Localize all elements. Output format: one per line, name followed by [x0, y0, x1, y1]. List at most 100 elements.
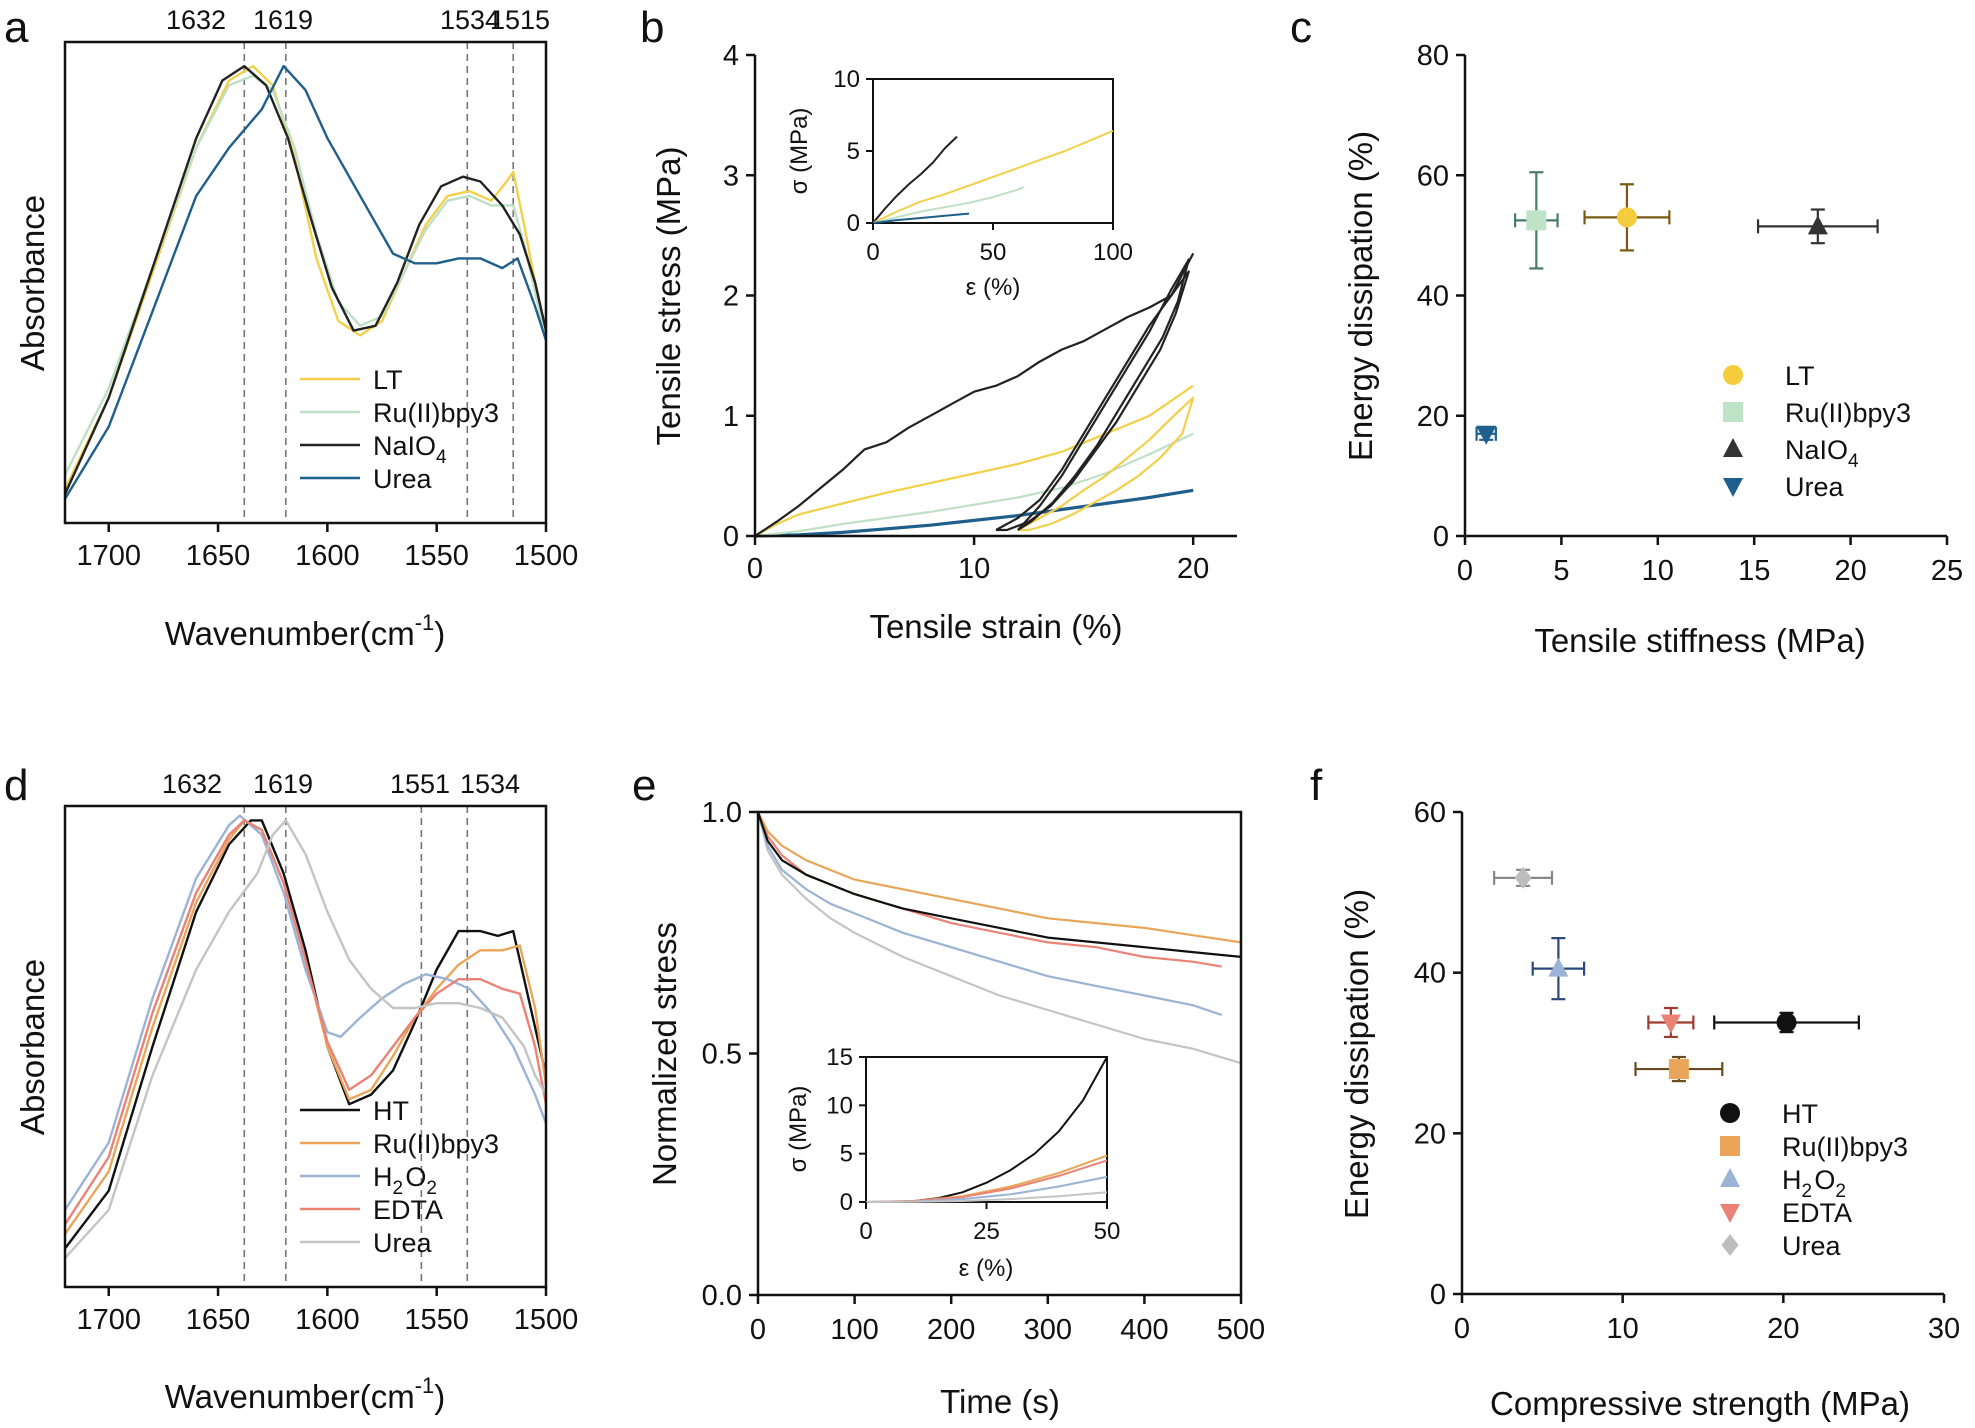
series-ru-ii-bpy3 [63, 74, 548, 476]
y-tick-label: 60 [1417, 160, 1449, 192]
legend-label: HT [373, 1096, 409, 1126]
y-tick-label: 2 [723, 281, 739, 313]
y-tick-label: 40 [1417, 281, 1449, 313]
inset-y-tick-label: 15 [826, 1044, 853, 1071]
panel-a-ylabel: Absorbance [14, 195, 51, 371]
x-tick-label: 1500 [514, 1304, 579, 1336]
legend-marker [1723, 365, 1743, 385]
inset-frame [872, 78, 1114, 224]
legend-label: Urea [373, 1228, 433, 1258]
legend-marker [1720, 1136, 1740, 1156]
panel-c-letter: c [1290, 3, 1312, 52]
point-urea [1514, 866, 1532, 889]
legend-label: NaIO4 [373, 431, 449, 468]
inset-xlabel: ε (%) [966, 274, 1021, 301]
legend-marker [1720, 1103, 1740, 1123]
series-naio4 [63, 64, 548, 495]
legend-label: Ru(II)bpy3 [373, 1129, 499, 1159]
inset-y-tick-label: 0 [840, 1189, 853, 1216]
panel-f: f 0 10 20 30 0 20 40 60 Energy dissipation (%)… [1310, 761, 1960, 1422]
y-tick-label: 3 [723, 160, 739, 192]
series-ru-ii-bpy3 [754, 432, 1194, 538]
series-ru-ii-bpy3 [64, 819, 548, 1235]
legend-marker [1723, 438, 1743, 457]
panel-e-ylabel: Normalized stress [646, 922, 683, 1186]
inset-x-tick-label: 50 [1094, 1218, 1121, 1245]
panel-f-x-ticks: 0 10 20 30 [1454, 1294, 1960, 1345]
legend-label: NaIO4 [1785, 435, 1861, 472]
panel-a-plot [63, 64, 548, 500]
x-tick-label: 1650 [186, 540, 251, 572]
legend-label: H2 O2 [373, 1162, 439, 1199]
x-tick-label: 10 [1642, 555, 1674, 587]
x-tick-label: 300 [1024, 1314, 1072, 1346]
x-tick-label: 1600 [295, 540, 360, 572]
panel-e-x-ticks: 0 100 200 300 400 500 [750, 1295, 1265, 1346]
legend-marker [1721, 1234, 1739, 1256]
inset-xlabel: ε (%) [959, 1255, 1014, 1282]
series-urea [754, 488, 1194, 538]
series-urea [63, 64, 548, 500]
point-urea [1476, 425, 1497, 445]
legend-label: HT [1782, 1099, 1818, 1129]
inset-y-tick-label: 10 [833, 66, 860, 93]
panel-c-y-ticks: 0 20 40 60 80 [1417, 40, 1465, 553]
y-tick-label: 60 [1414, 797, 1446, 829]
series-ru-ii-bpy3 [757, 811, 1242, 944]
panel-b-x-ticks: 0 10 20 [747, 536, 1209, 585]
point-lt [1616, 207, 1637, 228]
panel-b-inset: 0 50 100 0 5 10 ε (%) σ (MPa) [786, 66, 1133, 301]
x-tick-label: 400 [1120, 1314, 1168, 1346]
y-tick-label: 0 [1433, 521, 1449, 553]
y-tick-label: 20 [1414, 1118, 1446, 1150]
x-tick-label: 200 [927, 1314, 975, 1346]
panel-e: e 0 100 200 300 400 500 0.00.51.0 Normalized … [632, 761, 1265, 1420]
inset-x-tick-label: 50 [980, 239, 1007, 266]
panel-b-xlabel: Tensile strain (%) [869, 608, 1122, 645]
panel-d-plot [63, 814, 548, 1259]
y-tick-label: 0 [1430, 1279, 1446, 1311]
y-tick-label: 20 [1417, 401, 1449, 433]
x-tick-label: 0 [750, 1314, 766, 1346]
panel-c-plot [1475, 171, 1879, 445]
panel-f-letter: f [1310, 761, 1323, 810]
inset-x-tick-label: 0 [859, 1218, 872, 1245]
panel-d-peak-lines: 1632 1619 1551 1534 [162, 769, 520, 1287]
panel-b-y-ticks: 0 1 2 3 4 [723, 40, 755, 553]
inset-y-tick-label: 5 [847, 138, 860, 165]
x-tick-label: 1600 [295, 1304, 360, 1336]
y-tick-label: 1 [723, 401, 739, 433]
inset-x-tick-label: 25 [973, 1218, 1000, 1245]
legend-label: Urea [373, 464, 433, 494]
panel-a-xlabel: Wavenumber(cm-1) [165, 610, 446, 652]
point-h2o2 [1548, 957, 1569, 977]
legend-label: EDTA [373, 1195, 443, 1225]
series-h2o2 [756, 811, 1223, 1016]
series-urea [64, 819, 548, 1259]
y-tick-label: 0 [723, 521, 739, 553]
x-tick-label: 15 [1738, 555, 1770, 587]
panel-d-x-ticks: 1700 1650 1600 1550 1500 [76, 1287, 578, 1336]
y-tick-label: 0.5 [702, 1039, 742, 1071]
series-h2o2 [63, 814, 548, 1211]
x-tick-label: 30 [1928, 1313, 1960, 1345]
x-tick-label: 20 [1767, 1313, 1799, 1345]
x-tick-label: 500 [1217, 1314, 1265, 1346]
panel-d-frame [63, 804, 548, 1289]
peak-label: 1534 [460, 769, 520, 799]
panel-c-x-ticks: 0 5 10 15 20 25 [1457, 536, 1963, 587]
x-tick-label: 20 [1177, 553, 1209, 585]
x-tick-label: 5 [1553, 555, 1569, 587]
panel-e-plot [756, 811, 1242, 1065]
panel-f-xlabel: Compressive strength (MPa) [1490, 1385, 1910, 1422]
x-tick-label: 1700 [76, 540, 141, 572]
y-tick-label: 80 [1417, 40, 1449, 72]
series-urea [756, 811, 1242, 1065]
panel-e-y-ticks: 0.0 0.5 1.0 [702, 797, 758, 1312]
panel-e-xlabel: Time (s) [940, 1383, 1060, 1420]
panel-b-ylabel: Tensile stress (MPa) [650, 147, 687, 446]
